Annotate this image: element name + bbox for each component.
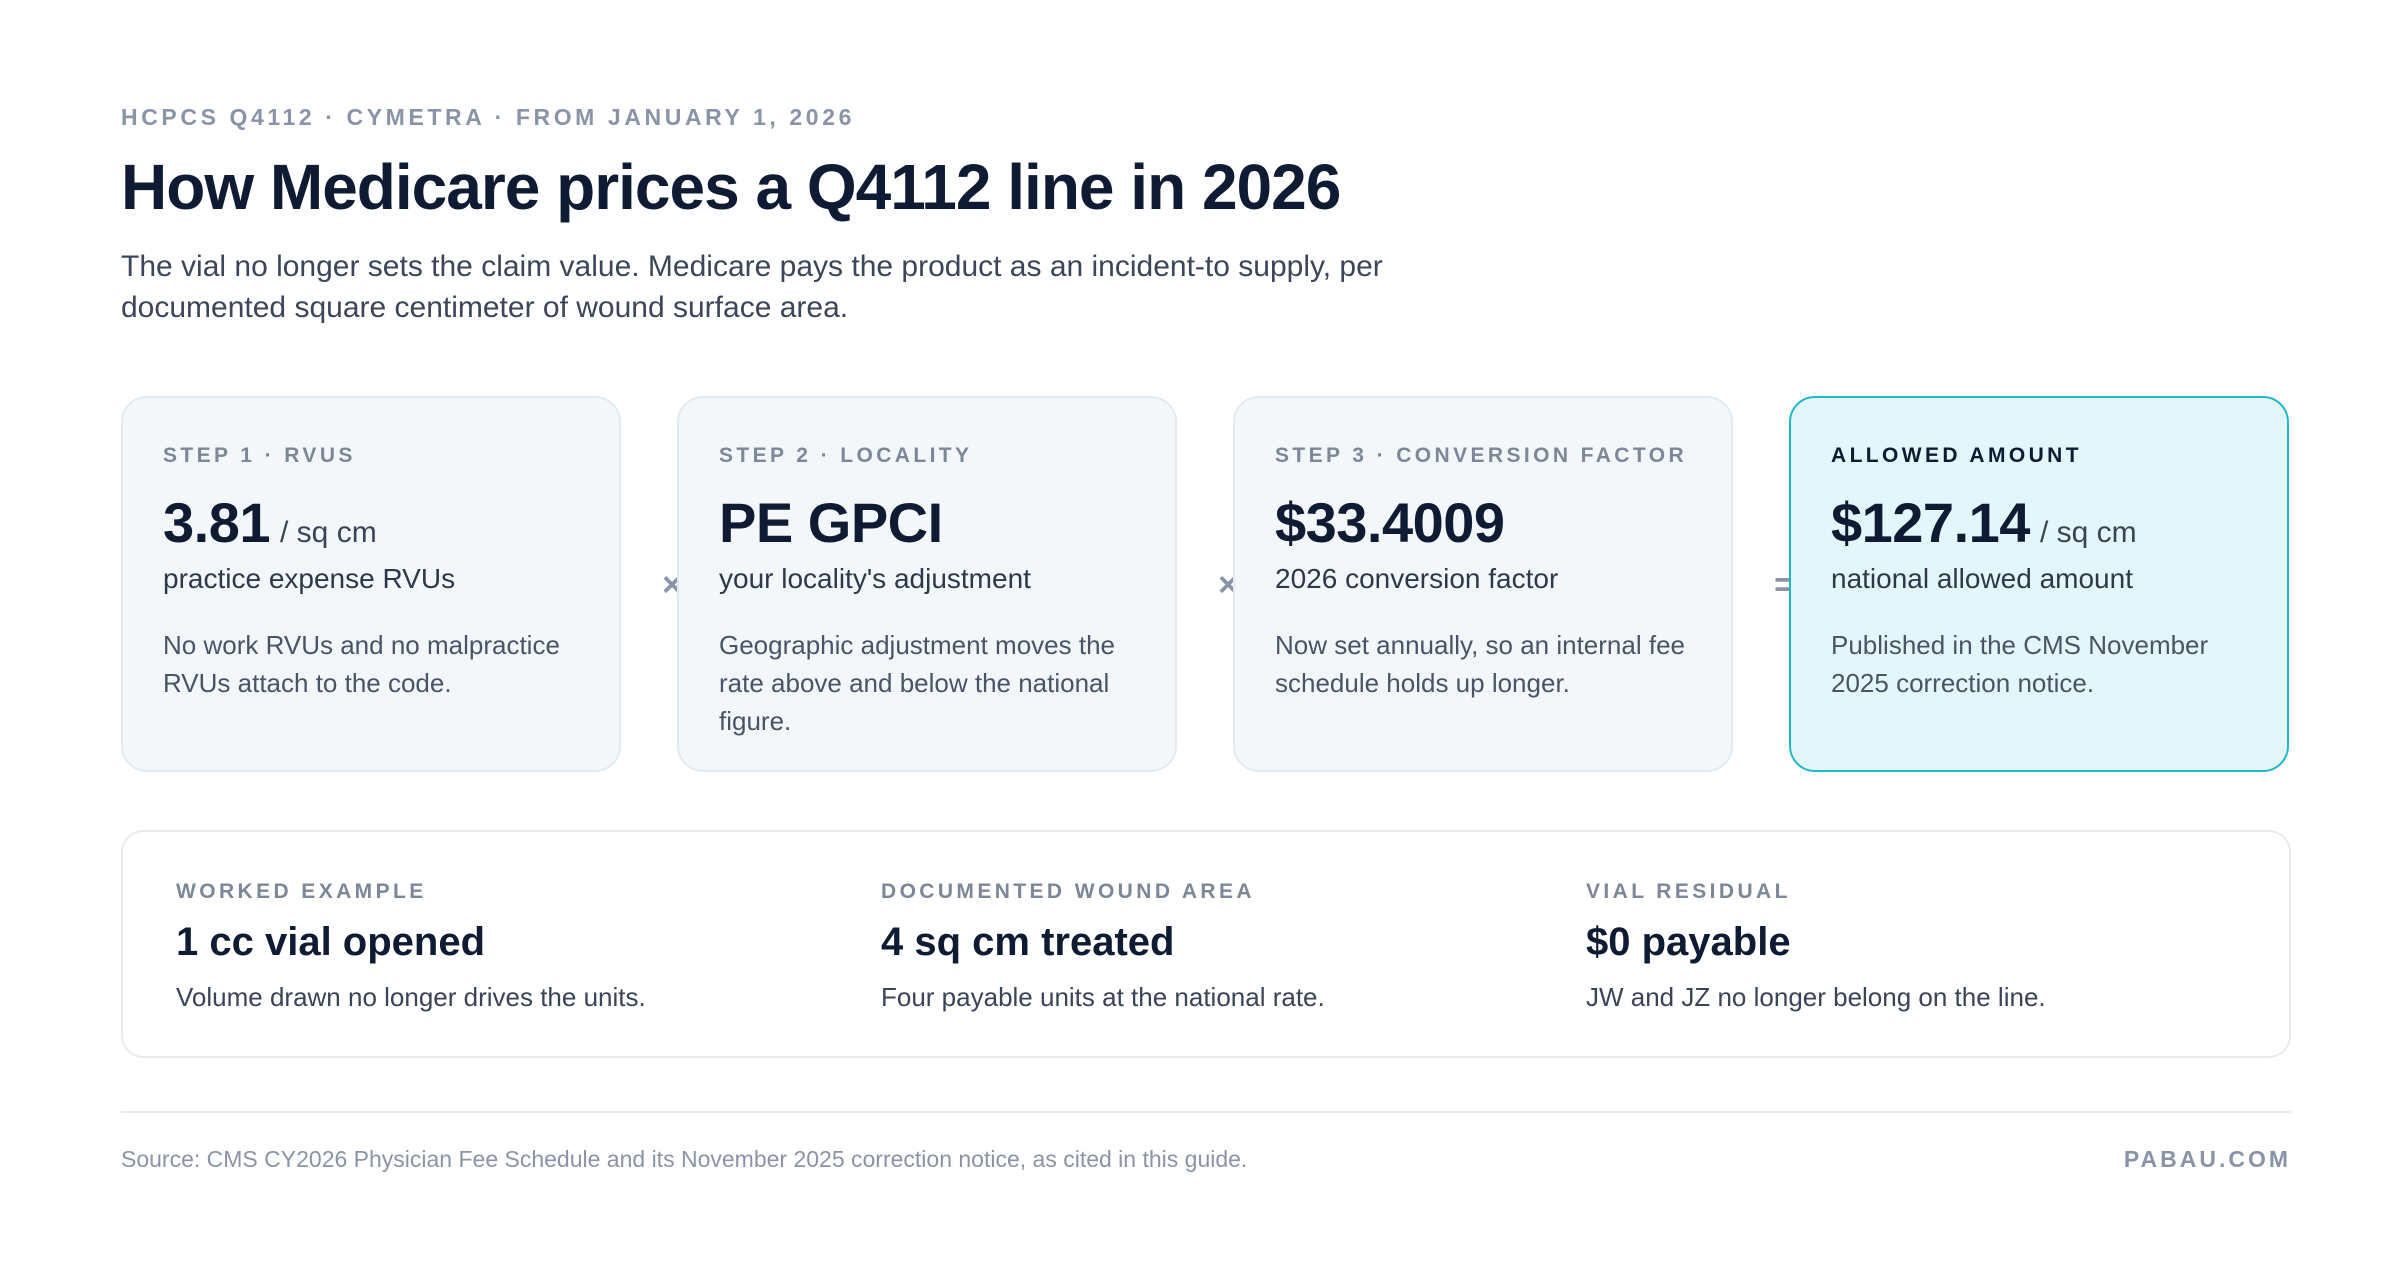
page-subtitle: The vial no longer sets the claim value.… — [121, 250, 1383, 324]
step-value-row: PE GPCI — [719, 490, 943, 555]
step-label: STEP 3 · CONVERSION FACTOR — [1275, 444, 1688, 467]
step-value-row: 3.81 / sq cm — [163, 490, 377, 555]
step-card-conversion-factor: STEP 3 · CONVERSION FACTOR $33.4009 2026… — [1233, 396, 1733, 772]
step-label: ALLOWED AMOUNT — [1831, 444, 2082, 467]
step-unit: / sq cm — [280, 516, 377, 549]
step-value: $33.4009 — [1275, 491, 1505, 554]
multiply-operator: × — [1218, 566, 1238, 604]
example-label: DOCUMENTED WOUND AREA — [881, 880, 1255, 903]
step-card-rvus: STEP 1 · RVUS 3.81 / sq cm practice expen… — [121, 396, 621, 772]
example-column-worked-example: WORKED EXAMPLE 1 cc vial opened Volume d… — [176, 832, 816, 1060]
step-value: $127.14 — [1831, 491, 2030, 554]
allowed-amount-card: ALLOWED AMOUNT $127.14 / sq cm national a… — [1789, 396, 2289, 772]
eyebrow-label: HCPCS Q4112 · CYMETRA · FROM JANUARY 1, … — [121, 104, 855, 130]
step-description: 2026 conversion factor — [1275, 563, 1559, 594]
step-value-row: $33.4009 — [1275, 490, 1505, 555]
worked-example-panel: WORKED EXAMPLE 1 cc vial opened Volume d… — [121, 830, 2291, 1058]
example-value: $0 payable — [1586, 920, 1791, 964]
example-column-vial-residual: VIAL RESIDUAL $0 payable JW and JZ no lo… — [1586, 832, 2226, 1060]
example-note: Four payable units at the national rate. — [881, 982, 1325, 1012]
step-note: Published in the CMS November 2025 corre… — [1831, 630, 2209, 698]
pricing-explainer: HCPCS Q4112 · CYMETRA · FROM JANUARY 1, … — [121, 0, 2291, 1262]
example-label: VIAL RESIDUAL — [1586, 880, 1791, 903]
step-note: No work RVUs and no malpractice RVUs att… — [163, 630, 560, 698]
step-value-row: $127.14 / sq cm — [1831, 490, 2137, 555]
step-label: STEP 1 · RVUS — [163, 444, 356, 467]
brand-wordmark: PABAU.COM — [2123, 1146, 2291, 1172]
source-citation: Source: CMS CY2026 Physician Fee Schedul… — [121, 1146, 1248, 1172]
example-value: 1 cc vial opened — [176, 920, 486, 964]
step-note: Geographic adjustment moves the rate abo… — [719, 630, 1115, 736]
example-note: Volume drawn no longer drives the units. — [176, 982, 646, 1012]
step-value: PE GPCI — [719, 491, 943, 554]
pricing-steps: STEP 1 · RVUS 3.81 / sq cm practice expen… — [121, 396, 2291, 776]
step-card-locality: STEP 2 · LOCALITY PE GPCI your locality'… — [677, 396, 1177, 772]
step-label: STEP 2 · LOCALITY — [719, 444, 973, 467]
page-title: How Medicare prices a Q4112 line in 2026 — [121, 151, 1341, 223]
footer-divider — [121, 1111, 2291, 1113]
step-description: national allowed amount — [1831, 563, 2133, 594]
example-note: JW and JZ no longer belong on the line. — [1586, 982, 2046, 1012]
multiply-operator: × — [662, 566, 682, 604]
example-value: 4 sq cm treated — [881, 920, 1175, 964]
step-description: your locality's adjustment — [719, 563, 1031, 594]
example-label: WORKED EXAMPLE — [176, 880, 427, 903]
step-value: 3.81 — [163, 491, 271, 554]
step-note: Now set annually, so an internal fee sch… — [1275, 630, 1685, 698]
example-column-wound-area: DOCUMENTED WOUND AREA 4 sq cm treated Fo… — [881, 832, 1521, 1060]
step-unit: / sq cm — [2039, 516, 2137, 549]
step-description: practice expense RVUs — [163, 563, 456, 594]
equals-operator: = — [1774, 566, 1794, 604]
